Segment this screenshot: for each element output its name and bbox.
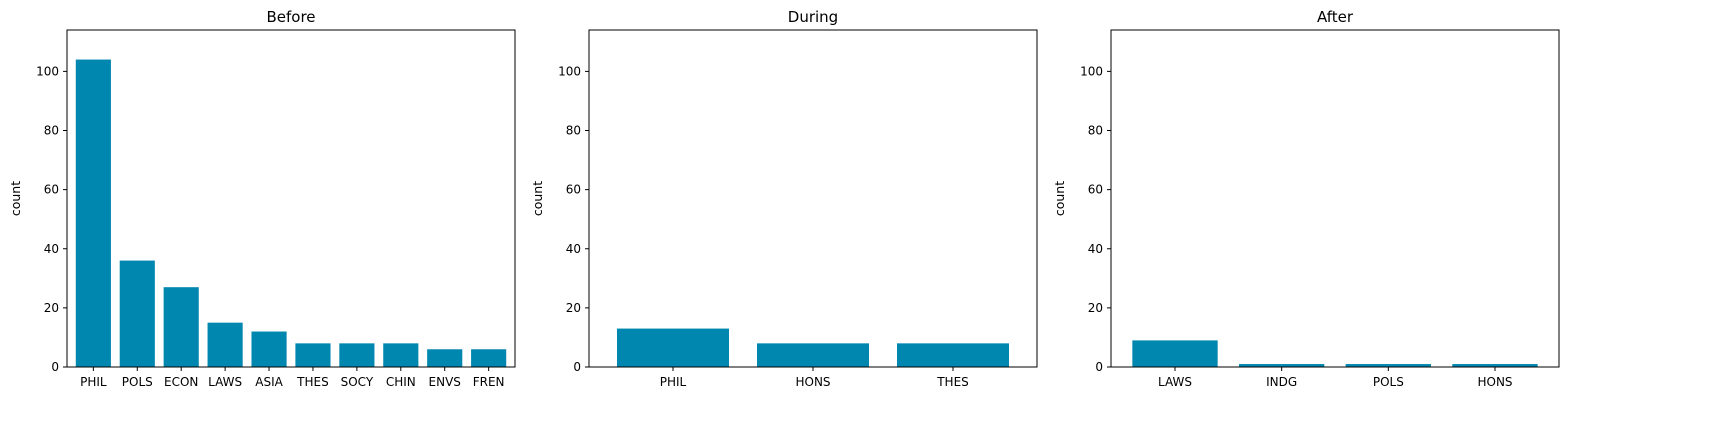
bar-asia bbox=[251, 331, 287, 367]
x-tick-label-pols: POLS bbox=[1373, 375, 1404, 389]
x-tick-label-fren: FREN bbox=[473, 375, 505, 389]
y-axis-label: count bbox=[1052, 181, 1067, 216]
chart-title: Before bbox=[266, 8, 315, 26]
y-tick-label-60: 60 bbox=[44, 183, 59, 197]
bar-pols bbox=[1345, 364, 1431, 367]
y-tick-label-0: 0 bbox=[573, 360, 581, 374]
bar-hons bbox=[1452, 364, 1538, 367]
x-tick-label-phil: PHIL bbox=[660, 375, 687, 389]
y-axis-label: count bbox=[8, 181, 23, 216]
panel-after: LAWS INDG POLS HONS 0 20 40 60 80 100 After count bbox=[1052, 8, 1560, 389]
bar-phil bbox=[617, 328, 729, 367]
bar-chin bbox=[383, 343, 419, 367]
x-tick-label-laws: LAWS bbox=[1158, 375, 1192, 389]
y-tick-label-40: 40 bbox=[1088, 242, 1103, 256]
y-tick-label-100: 100 bbox=[36, 64, 59, 78]
x-tick-label-asia: ASIA bbox=[255, 375, 283, 389]
y-tick-label-40: 40 bbox=[44, 242, 59, 256]
bar-thes bbox=[897, 343, 1009, 367]
x-tick-label-socy: SOCY bbox=[341, 375, 374, 389]
x-tick-label-econ: ECON bbox=[164, 375, 198, 389]
axes-frame bbox=[66, 29, 516, 368]
chart-title: During bbox=[788, 8, 838, 26]
x-tick-label-indg: INDG bbox=[1266, 375, 1297, 389]
x-tick-label-envs: ENVS bbox=[429, 375, 461, 389]
bar-laws bbox=[207, 322, 243, 367]
panel-before: PHIL POLS ECON LAWS ASIA THES SOCY CHIN ENVS FREN… bbox=[8, 8, 516, 389]
y-tick-label-60: 60 bbox=[1088, 183, 1103, 197]
y-tick-label-20: 20 bbox=[44, 301, 59, 315]
bar-envs bbox=[427, 349, 463, 367]
x-tick-label-hons: HONS bbox=[795, 375, 830, 389]
y-tick-label-80: 80 bbox=[566, 124, 581, 138]
bar-pols bbox=[119, 260, 155, 367]
bar-phil bbox=[75, 59, 111, 368]
y-tick-label-100: 100 bbox=[1080, 64, 1103, 78]
y-tick-label-60: 60 bbox=[566, 183, 581, 197]
y-tick-label-80: 80 bbox=[1088, 124, 1103, 138]
chart-title: After bbox=[1317, 8, 1354, 26]
y-tick-label-100: 100 bbox=[558, 64, 581, 78]
axes-frame bbox=[1110, 29, 1560, 368]
y-tick-label-20: 20 bbox=[1088, 301, 1103, 315]
x-tick-label-pols: POLS bbox=[122, 375, 153, 389]
x-tick-label-laws: LAWS bbox=[208, 375, 242, 389]
x-tick-label-chin: CHIN bbox=[386, 375, 416, 389]
bar-hons bbox=[757, 343, 869, 367]
panel-during: PHIL HONS THES 0 20 40 60 80 100 During count bbox=[530, 8, 1038, 389]
bar-fren bbox=[471, 349, 507, 367]
x-tick-label-phil: PHIL bbox=[80, 375, 107, 389]
y-tick-label-0: 0 bbox=[51, 360, 59, 374]
x-tick-label-thes: THES bbox=[296, 375, 329, 389]
x-tick-label-thes: THES bbox=[936, 375, 969, 389]
bar-indg bbox=[1239, 364, 1325, 367]
y-tick-label-40: 40 bbox=[566, 242, 581, 256]
x-tick-label-hons: HONS bbox=[1477, 375, 1512, 389]
axes-frame bbox=[588, 29, 1038, 368]
bar-thes bbox=[295, 343, 331, 367]
y-axis-label: count bbox=[530, 181, 545, 216]
bar-econ bbox=[163, 287, 199, 367]
bar-socy bbox=[339, 343, 375, 367]
y-tick-label-80: 80 bbox=[44, 124, 59, 138]
y-tick-label-0: 0 bbox=[1095, 360, 1103, 374]
bar-laws bbox=[1132, 340, 1218, 367]
y-tick-label-20: 20 bbox=[566, 301, 581, 315]
